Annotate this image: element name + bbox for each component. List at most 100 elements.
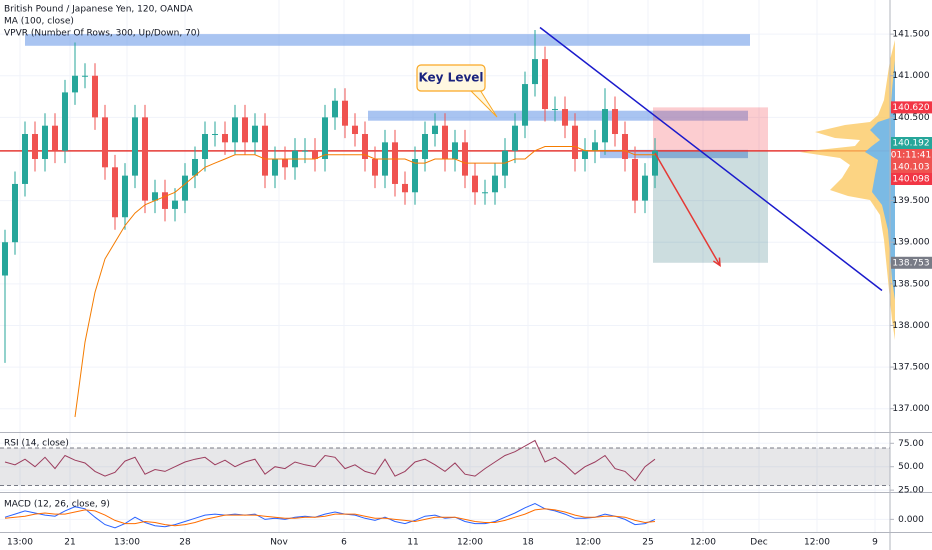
callout-box [416,64,486,92]
volume-profile-up [800,40,895,340]
candle-body [82,75,88,77]
indicator-line [4,439,656,482]
y-tick-label: 138.000 [892,321,929,331]
rsi-band [0,447,890,486]
candle-body [132,117,138,176]
candle-body [332,100,338,118]
y-tick-label: 141.500 [892,30,929,40]
position-reward [653,150,768,263]
x-tick-label: 12:00 [690,538,716,548]
candle-body [22,134,28,184]
candle-body [422,134,428,159]
candle-body [322,117,328,159]
volume-profile-down [865,60,895,300]
candle-body [172,200,178,209]
candle-body [142,117,148,201]
x-tick-label: 13:00 [114,538,140,548]
candle-body [312,150,318,159]
candle-body [442,125,448,159]
x-tick-label: 21 [64,538,75,548]
price-label-box [891,256,932,269]
candle-body [12,183,18,243]
candle-body [462,142,468,176]
candle-body [652,150,658,176]
candle-body [212,134,218,136]
candle-body [2,242,8,276]
candle-body [402,183,408,193]
x-tick-label: 28 [179,538,191,548]
price-label: 138.753 [892,258,929,268]
y-tick-label: 139.500 [892,196,929,206]
candle-body [432,125,438,135]
candle-body [42,125,48,159]
candle-body [102,117,108,168]
candle-body [482,192,488,194]
candle-body [72,75,78,93]
candle-body [582,150,588,159]
candle-body [262,125,268,176]
y-tick-label: 138.500 [892,279,929,289]
candle-body [152,192,158,201]
candle-body [92,75,98,118]
countdown-box [891,149,932,162]
arrow-shaft [654,152,721,266]
x-tick-label: 11 [407,538,418,548]
candle-body [252,125,258,143]
candle-body [302,150,308,152]
candle-body [372,158,378,176]
candle-body [352,125,358,135]
candle-body [572,125,578,159]
front-layer: 13:00 21 13:00 28 Nov 6 11 12:00 18 12:00 25 12:00 D… [7,26,932,548]
candle-body [412,158,418,193]
candle-body [282,158,288,168]
candle-body [222,134,228,143]
x-tick-label: 12:00 [575,538,601,548]
candle-body [512,125,518,151]
x-tick-label: 18 [522,538,534,548]
candle-body [162,192,168,209]
indicator-line [4,508,656,527]
candle-body [622,134,628,159]
candle-body [202,134,208,159]
key-level-callout: Key Level [416,64,498,118]
pane-title: MACD (12, 26, close, 9) [4,500,110,510]
candle-body [192,158,198,176]
x-tick-label: 12:00 [804,538,830,548]
x-tick-label: 25 [642,538,653,548]
price-label: 140.192 [892,139,929,149]
x-tick-label: Nov [270,538,288,548]
price-label-box [891,173,932,186]
candle-body [532,59,538,85]
candle-body [522,84,528,126]
candle-body [362,134,368,159]
legend-entry: RSI (14, close) [4,439,69,449]
candle-body [602,109,608,143]
candle-body [342,100,348,126]
callout-text: Key Level [418,71,483,85]
x-tick-label: 12:00 [457,538,483,548]
candle-body [592,142,598,151]
y-tick-label: 139.000 [892,238,929,248]
y-tick-label: 25.00 [898,486,924,496]
candle-body [612,109,618,135]
candle-body [272,158,278,176]
indicator-label: VPVR (Number Of Rows, 300, Up/Down, 70) [4,29,200,39]
price-label-box [891,137,932,150]
key-level-zone [25,34,750,46]
trend-line [539,26,883,292]
position-risk [653,107,768,151]
candle-body [242,117,248,143]
candle-body [472,175,478,193]
y-tick-label: 75.00 [898,439,924,449]
candle-body [122,175,128,218]
candle-body [452,142,458,159]
price-label: 140.620 [892,103,929,113]
candle-body [182,175,188,201]
y-tick-label: 0.000 [898,515,924,525]
x-tick-label: 6 [341,538,347,548]
candle-body [552,109,558,111]
candle-body [562,109,568,126]
